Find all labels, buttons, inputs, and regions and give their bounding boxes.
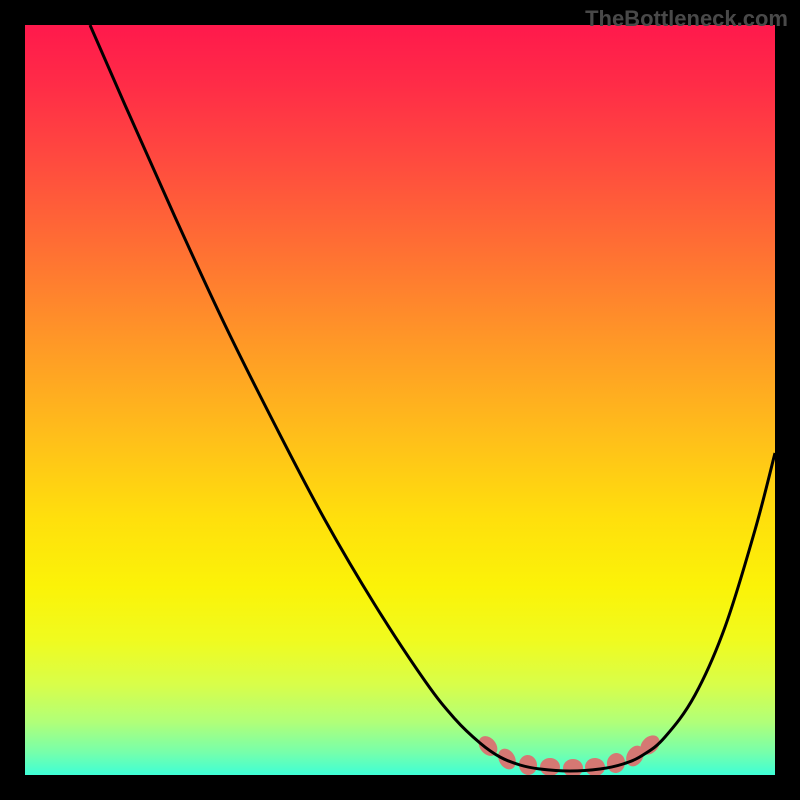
gradient-rect [25,25,775,775]
chart-background-gradient [25,25,775,775]
watermark-text: TheBottleneck.com [585,6,788,32]
bottleneck-chart [25,25,775,775]
